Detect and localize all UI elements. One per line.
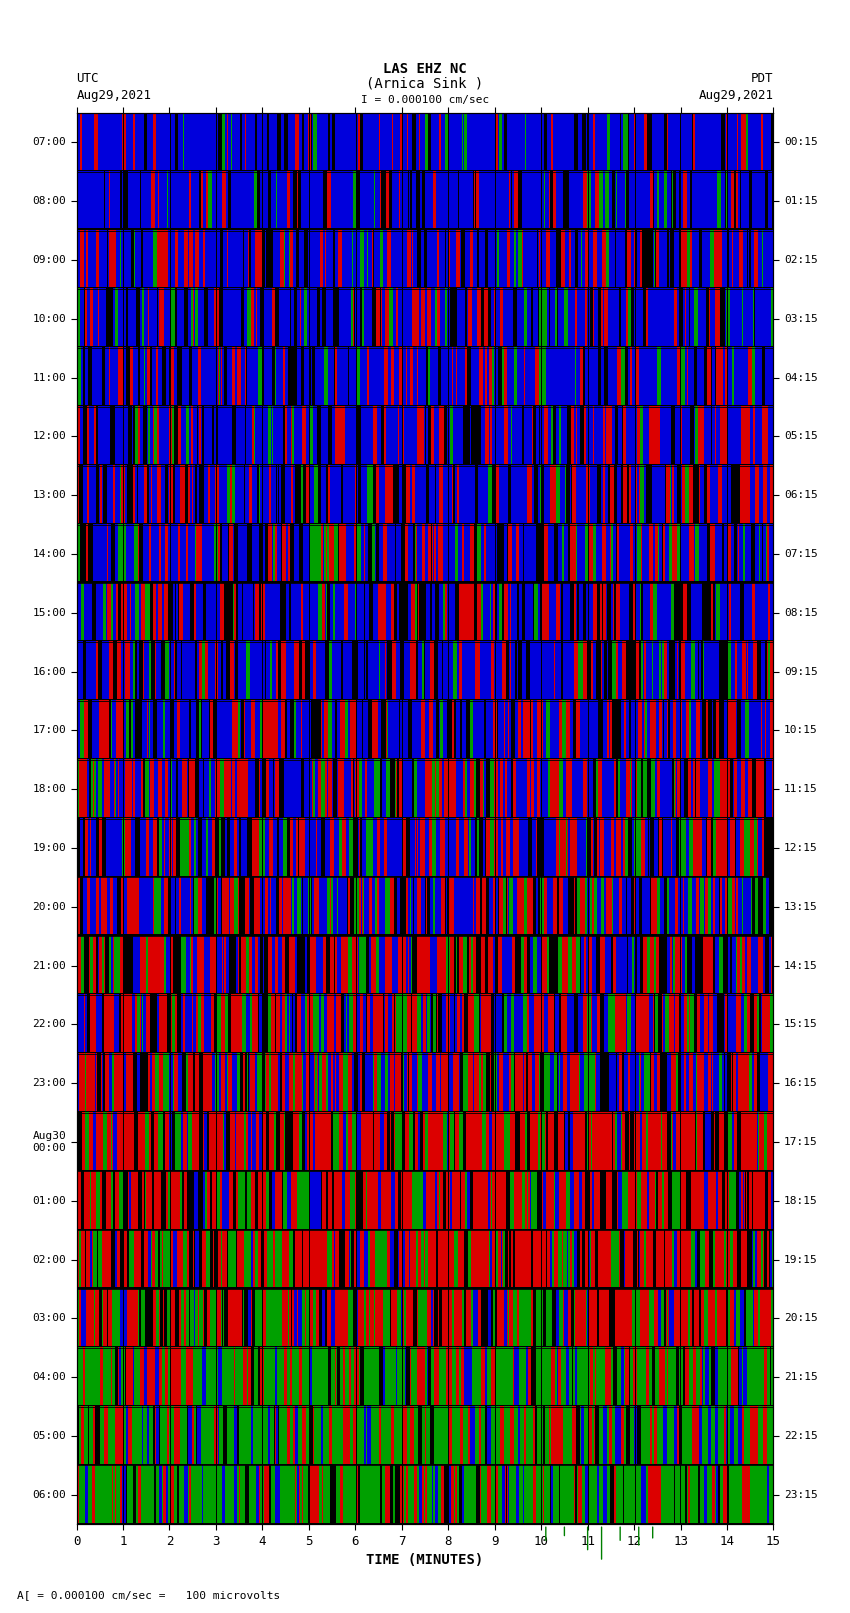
X-axis label: TIME (MINUTES): TIME (MINUTES): [366, 1553, 484, 1568]
Text: UTC: UTC: [76, 73, 99, 85]
Text: A[ = 0.000100 cm/sec =   100 microvolts: A[ = 0.000100 cm/sec = 100 microvolts: [17, 1590, 280, 1600]
Text: Aug29,2021: Aug29,2021: [699, 89, 774, 102]
Text: PDT: PDT: [751, 73, 774, 85]
Text: (Arnica Sink ): (Arnica Sink ): [366, 76, 484, 90]
Text: Aug29,2021: Aug29,2021: [76, 89, 151, 102]
Text: I = 0.000100 cm/sec: I = 0.000100 cm/sec: [361, 95, 489, 105]
Text: LAS EHZ NC: LAS EHZ NC: [383, 61, 467, 76]
